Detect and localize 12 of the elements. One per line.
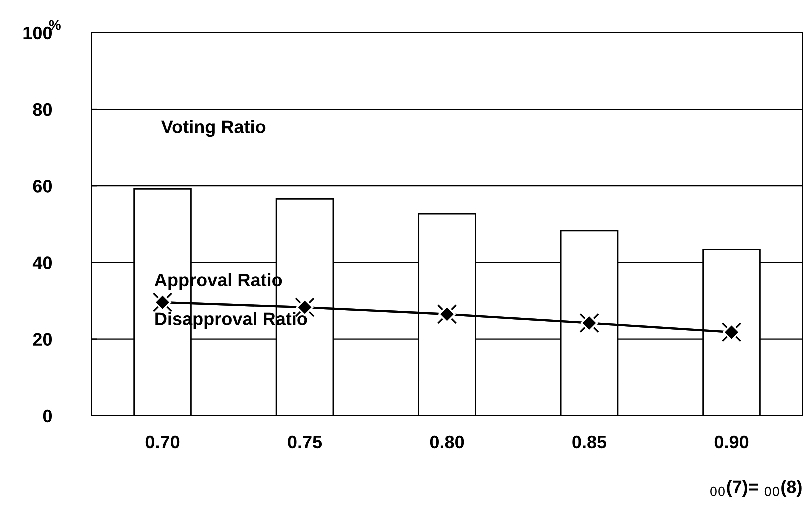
x-tick-label: 0.90 [714,436,749,449]
x-tick-label: 0.80 [430,436,464,449]
y-tick-label: 80 [33,103,52,116]
text: Voting Ratio [161,120,266,138]
x-tick-label: 0.85 [572,436,607,449]
y-tick-label: 20 [33,333,52,346]
x-tick-label: 0.70 [146,436,180,449]
y-tick-label: 0 [43,410,52,423]
y-tick-label: 60 [33,180,52,193]
x-tick-label: 0.75 [288,436,322,449]
text: $_{00}$(7)= $_{00}$(8) [710,480,802,498]
y-tick-label: 40 [32,256,52,270]
